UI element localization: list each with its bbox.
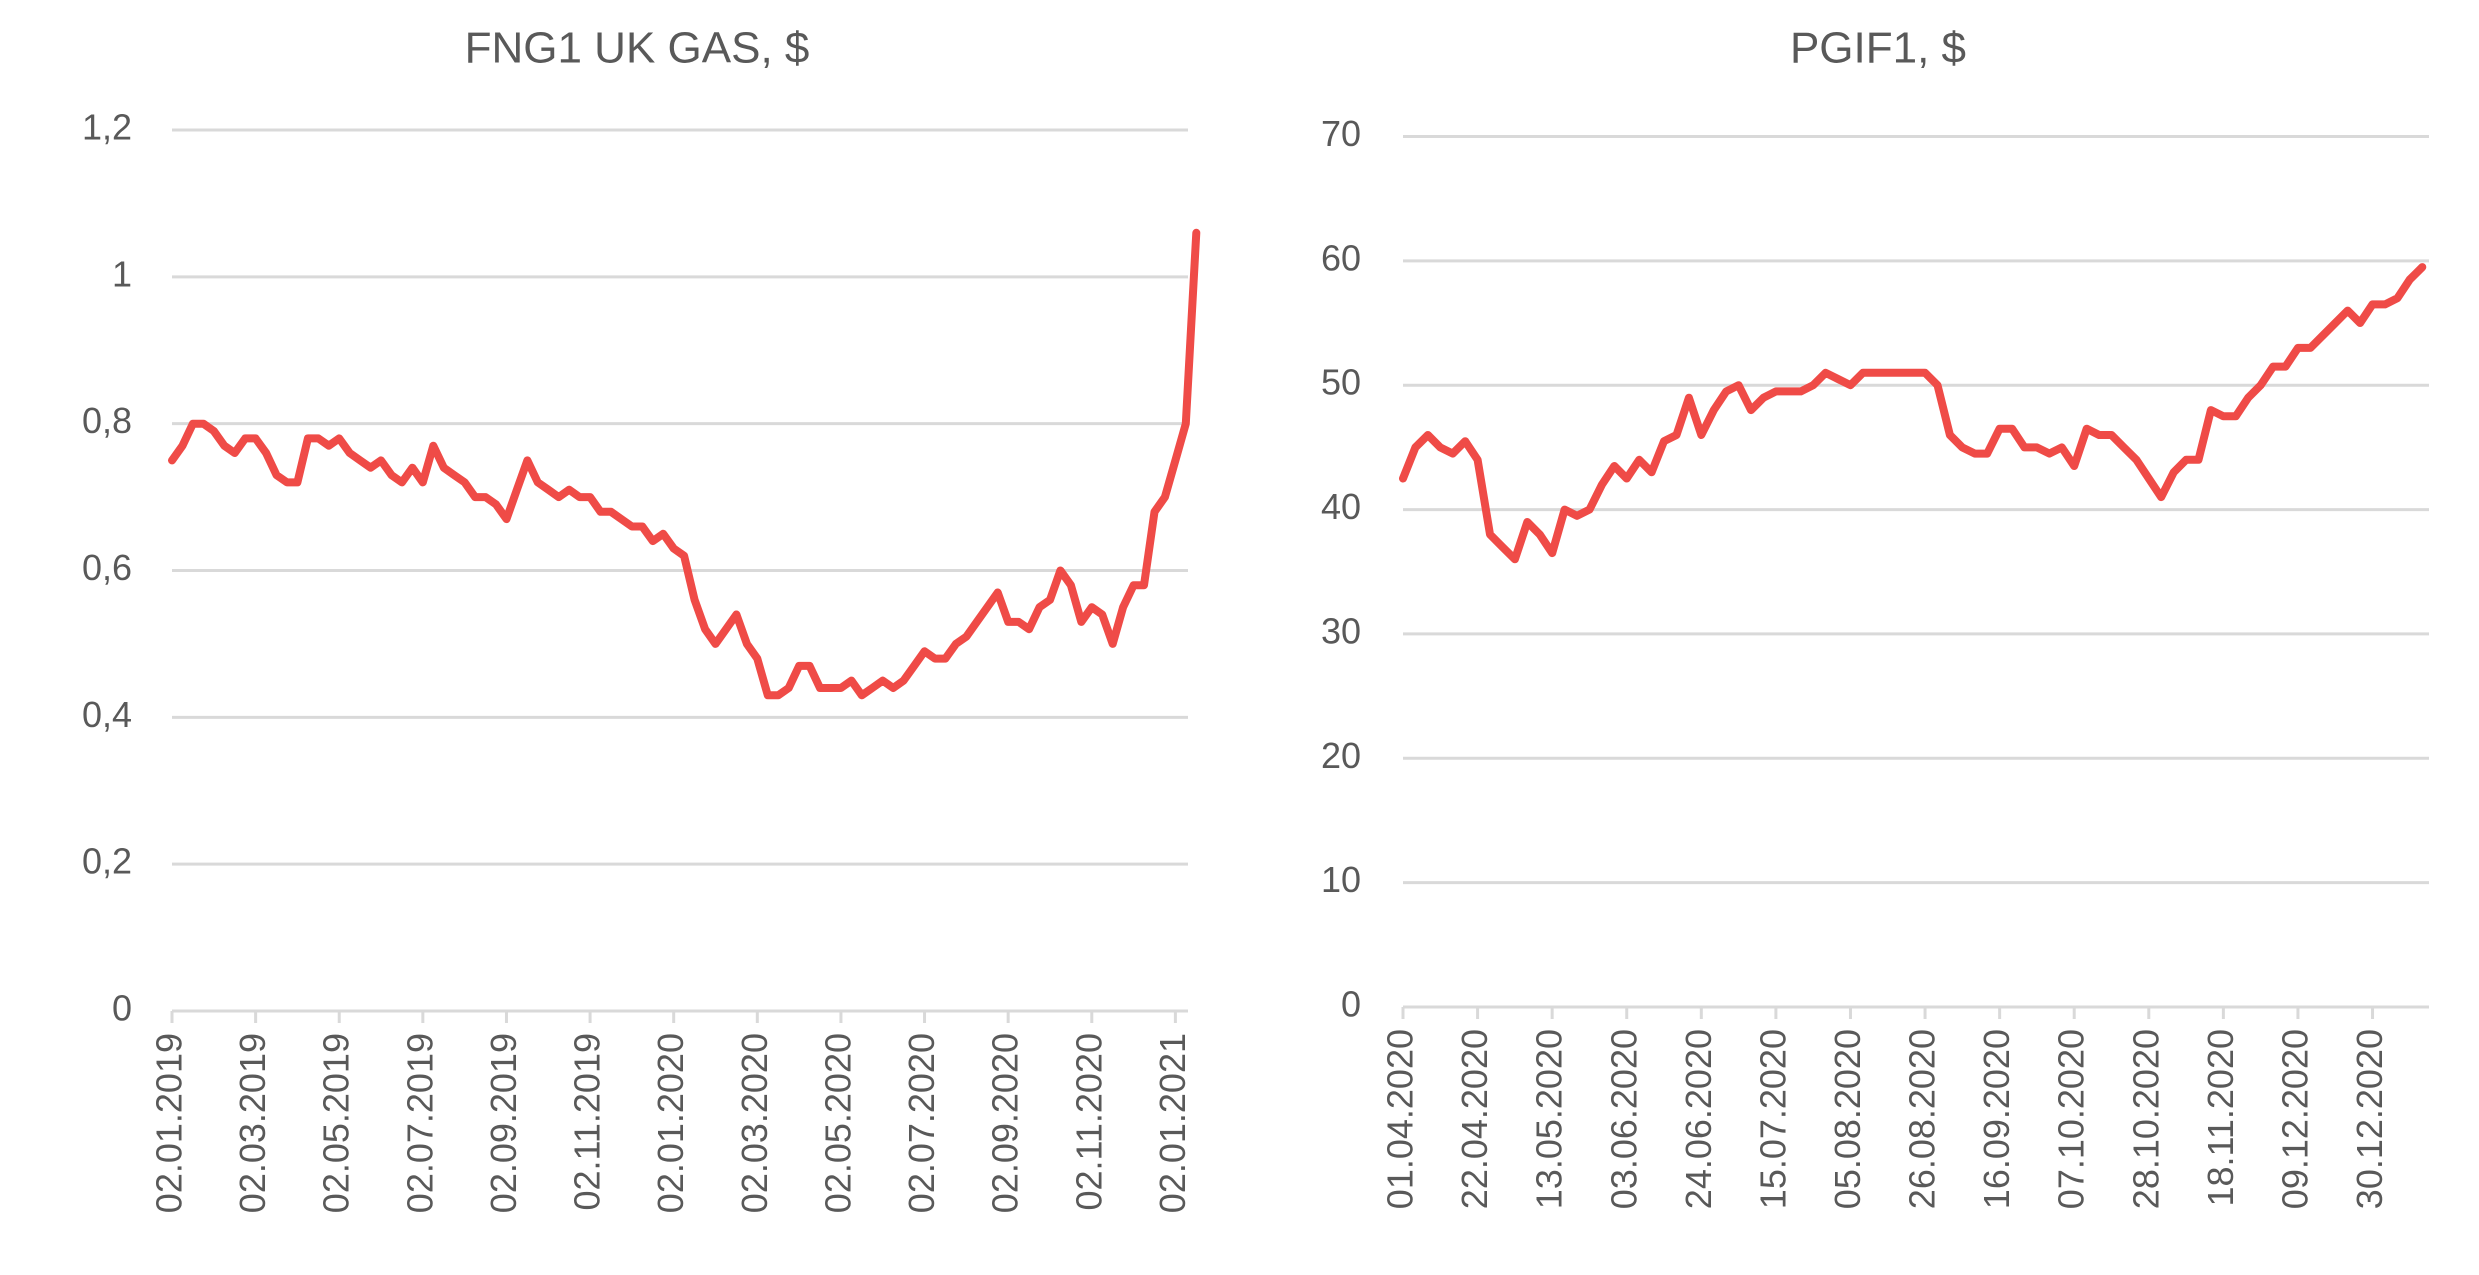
- y-tick-label: 60: [1321, 237, 1361, 278]
- x-tick-label: 02.11.2019: [567, 1033, 608, 1211]
- chart-title: PGIF1, $: [1790, 24, 1966, 73]
- x-tick-label: 02.03.2019: [232, 1033, 273, 1213]
- x-tick-label: 02.01.2019: [149, 1033, 190, 1213]
- y-tick-label: 0,8: [82, 400, 132, 441]
- x-tick-label: 30.12.2020: [2349, 1029, 2390, 1209]
- x-tick-label: 18.11.2020: [2200, 1029, 2241, 1207]
- y-tick-label: 0: [112, 988, 132, 1029]
- y-tick-label: 1: [112, 253, 132, 294]
- x-tick-label: 02.05.2020: [817, 1033, 858, 1213]
- x-tick-label: 02.01.2020: [650, 1033, 691, 1213]
- y-tick-label: 0: [1341, 984, 1361, 1025]
- y-tick-label: 30: [1321, 610, 1361, 651]
- x-tick-label: 26.08.2020: [1902, 1029, 1943, 1209]
- x-tick-label: 22.04.2020: [1454, 1029, 1495, 1209]
- x-tick-label: 02.11.2020: [1068, 1033, 1109, 1211]
- x-tick-label: 02.09.2019: [483, 1033, 524, 1213]
- x-tick-label: 13.05.2020: [1529, 1029, 1570, 1209]
- y-tick-label: 50: [1321, 362, 1361, 403]
- x-tick-label: 03.06.2020: [1603, 1029, 1644, 1209]
- x-tick-label: 24.06.2020: [1678, 1029, 1719, 1209]
- x-tick-label: 02.01.2021: [1152, 1033, 1193, 1213]
- x-tick-label: 15.07.2020: [1752, 1029, 1793, 1209]
- x-tick-label: 01.04.2020: [1380, 1029, 1421, 1209]
- x-tick-label: 05.08.2020: [1827, 1029, 1868, 1209]
- line-series: [168, 228, 1201, 700]
- x-tick-label: 02.09.2020: [985, 1033, 1026, 1213]
- x-tick-label: 16.09.2020: [1976, 1029, 2017, 1209]
- x-tick-label: 02.05.2019: [316, 1033, 357, 1213]
- x-tick-label: 09.12.2020: [2274, 1029, 2315, 1209]
- x-tick-label: 02.03.2020: [734, 1033, 775, 1213]
- x-tick-label: 28.10.2020: [2125, 1029, 2166, 1209]
- y-tick-label: 20: [1321, 735, 1361, 776]
- y-tick-label: 0,2: [82, 841, 132, 882]
- y-tick-label: 10: [1321, 859, 1361, 900]
- y-tick-label: 70: [1321, 113, 1361, 154]
- y-tick-label: 40: [1321, 486, 1361, 527]
- y-tick-label: 0,4: [82, 694, 132, 735]
- y-tick-label: 1,2: [82, 107, 132, 148]
- x-tick-label: 07.10.2020: [2051, 1029, 2092, 1209]
- x-tick-label: 02.07.2019: [399, 1033, 440, 1213]
- chart-title: FNG1 UK GAS, $: [465, 24, 810, 73]
- y-tick-label: 0,6: [82, 547, 132, 588]
- line-series: [1399, 263, 2427, 564]
- x-tick-label: 02.07.2020: [901, 1033, 942, 1213]
